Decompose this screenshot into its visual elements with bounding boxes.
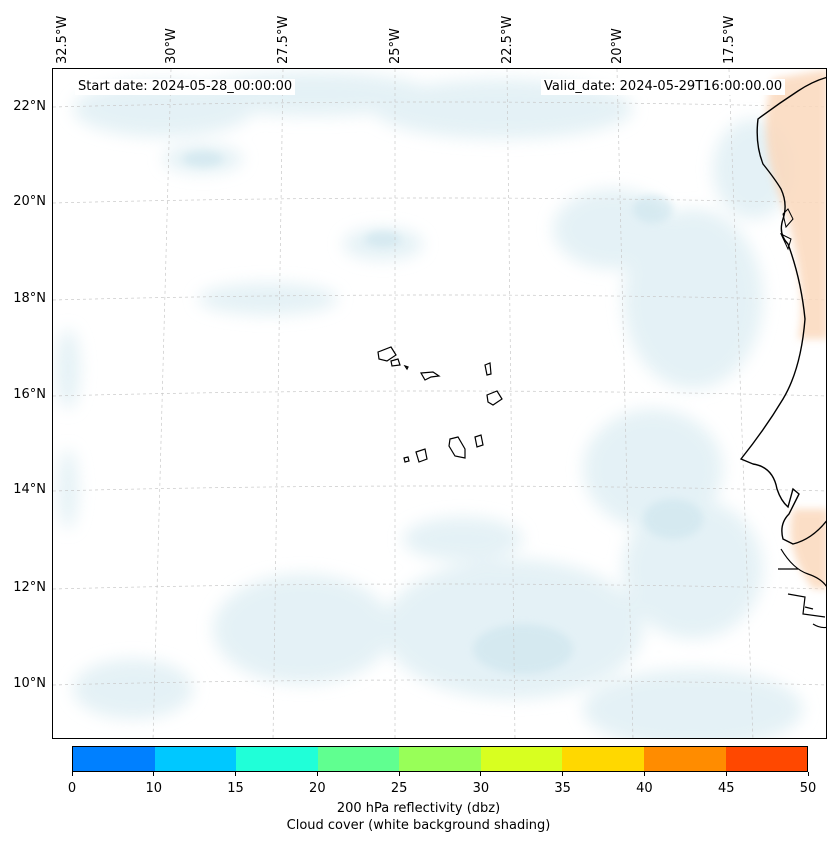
colorbar-tick-label: 35 — [554, 781, 571, 796]
lat-label-20n: 20°N — [13, 194, 46, 209]
lon-label-17-5w: 17.5°W — [722, 15, 737, 64]
island-boa-vista: Boa Vista — [486, 390, 503, 406]
colorbar-tick-mark — [480, 772, 482, 776]
colorbar-subtitle: Cloud cover (white background shading) — [286, 818, 551, 833]
african-coastline-south — [778, 548, 826, 629]
cloud-shading-dense — [183, 151, 703, 674]
colorbar-tick-label: 50 — [799, 781, 817, 796]
colorbar-tick-mark — [807, 772, 809, 776]
colorbar-title: 200 hPa reflectivity (dbz) — [336, 801, 501, 816]
colorbar-tick-label: 15 — [227, 781, 244, 796]
colorbar-segment — [236, 747, 318, 771]
colorbar-tick-mark — [71, 772, 73, 776]
lon-label-32-5w: 32.5°W — [55, 15, 70, 64]
island-sao-nicolau: São Nicolau — [420, 371, 441, 381]
colorbar-tick-mark — [398, 772, 400, 776]
lat-label-14n: 14°N — [13, 482, 46, 497]
island-sao-vicente: São Vicente — [390, 358, 401, 367]
colorbar-tick-label: 30 — [472, 781, 490, 796]
colorbar-tick-mark — [562, 772, 564, 776]
lon-label-22-5w: 22.5°W — [500, 15, 515, 64]
land-shading — [765, 69, 826, 589]
valid-date-label: Valid_date: 2024-05-29T16:00:00.00 — [541, 79, 786, 95]
island-maio: Maio — [474, 434, 484, 448]
colorbar-tick-label: 40 — [636, 781, 653, 796]
island-santo-antao: Santo Antão — [377, 346, 397, 362]
colorbar-segment — [317, 747, 400, 771]
colorbar-tick-label: 0 — [67, 781, 77, 796]
colorbar-segment — [73, 747, 155, 771]
african-coastline — [739, 76, 826, 545]
lat-label-10n: 10°N — [13, 676, 46, 691]
lon-label-30w: 30°W — [164, 28, 179, 64]
colorbar-tick-label: 20 — [309, 781, 326, 796]
colorbar-segment — [562, 747, 644, 771]
graticule — [53, 69, 826, 738]
colorbar-tick-mark — [153, 772, 155, 776]
colorbar-tick-label: 10 — [145, 781, 163, 796]
lon-label-25w: 25°W — [388, 28, 403, 64]
colorbar-tick-mark — [725, 772, 727, 776]
island-brava: Brava — [403, 456, 410, 463]
lat-label-18n: 18°N — [13, 291, 46, 306]
island-sal: Sal — [484, 362, 492, 376]
colorbar — [72, 746, 808, 772]
lat-label-22n: 22°N — [13, 99, 46, 114]
colorbar-segment — [480, 747, 563, 771]
colorbar-segment — [725, 747, 808, 771]
cloud-shading — [56, 72, 803, 738]
colorbar-tick-label: 25 — [390, 781, 408, 796]
colorbar-tick-label: 45 — [717, 781, 735, 796]
island-santiago: Santiago — [448, 436, 466, 459]
lat-label-16n: 16°N — [13, 387, 46, 402]
lat-label-12n: 12°N — [13, 580, 46, 595]
island-fogo: Fogo — [415, 448, 428, 463]
map-panel[interactable]: Santo Antão São Vicente Santa Luzia São … — [52, 68, 827, 739]
senegal-lagoon — [779, 208, 794, 251]
lon-label-27-5w: 27.5°W — [276, 15, 291, 64]
colorbar-tick-mark — [316, 772, 318, 776]
colorbar-segment — [643, 747, 726, 771]
start-date-label: Start date: 2024-05-28_00:00:00 — [75, 79, 296, 95]
colorbar-segment — [154, 747, 237, 771]
island-santa-luzia: Santa Luzia — [403, 364, 409, 371]
lon-label-20w: 20°W — [610, 28, 625, 64]
colorbar-segment — [399, 747, 481, 771]
cape-verde-islands: Santo Antão São Vicente Santa Luzia São … — [377, 346, 503, 463]
colorbar-tick-mark — [235, 772, 237, 776]
map-canvas: Santo Antão São Vicente Santa Luzia São … — [53, 69, 826, 738]
colorbar-tick-mark — [643, 772, 645, 776]
